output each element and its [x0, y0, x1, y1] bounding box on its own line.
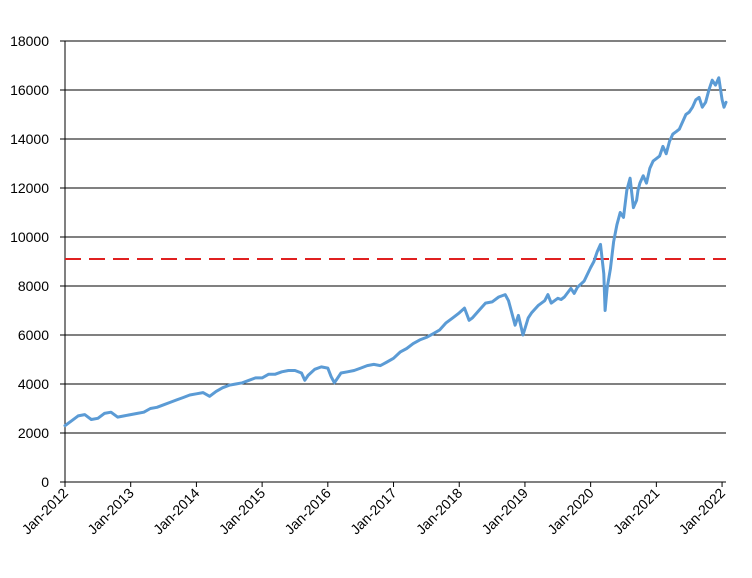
x-tick-label: Jan-2014: [150, 485, 203, 538]
series-group: [63, 76, 728, 428]
y-tick-label: 12000: [10, 180, 49, 196]
series-line: [63, 76, 728, 428]
y-tick-label: 10000: [10, 229, 49, 245]
y-tick-label: 14000: [10, 131, 49, 147]
gridlines: [60, 40, 726, 483]
axes: [64, 41, 726, 487]
x-tick-label: Jan-2013: [84, 485, 137, 538]
y-tick-label: 16000: [10, 82, 49, 98]
y-tick-label: 18000: [10, 33, 49, 49]
x-tick-labels: Jan-2012 Jan-2013 Jan-2014 Jan-2015 Jan-2016…: [19, 485, 729, 538]
y-tick-label: 0: [41, 474, 49, 490]
x-tick-label: Jan-2022: [676, 485, 729, 538]
y-tick-label: 2000: [18, 425, 49, 441]
y-tick-labels: 0 2000 4000 6000 8000 10000 12000 14000 16000 180…: [10, 33, 49, 490]
x-tick-label: Jan-2019: [478, 485, 531, 538]
y-tick-label: 8000: [18, 278, 49, 294]
x-tick-label: Jan-2018: [413, 485, 466, 538]
x-tick-label: Jan-2020: [544, 485, 597, 538]
x-tick-label: Jan-2021: [610, 485, 663, 538]
x-tick-label: Jan-2012: [19, 485, 72, 538]
y-tick-label: 4000: [18, 376, 49, 392]
x-tick-label: Jan-2017: [347, 485, 400, 538]
y-tick-label: 6000: [18, 327, 49, 343]
x-tick-label: Jan-2016: [281, 485, 334, 538]
x-tick-label: Jan-2015: [216, 485, 269, 538]
